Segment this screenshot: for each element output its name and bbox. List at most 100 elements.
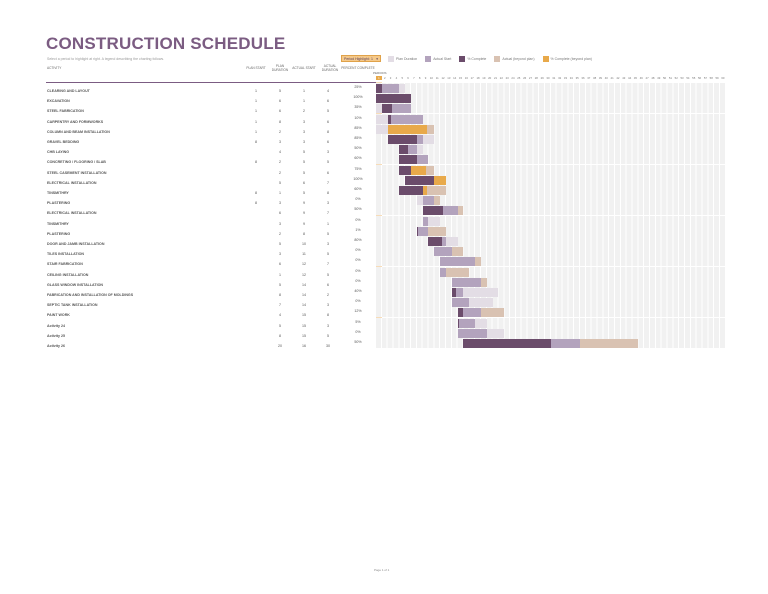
plan-duration-cell[interactable]: 8 xyxy=(279,119,281,124)
percent-complete-cell[interactable]: 85% xyxy=(354,125,362,130)
period-number[interactable]: 13 xyxy=(447,76,451,80)
actual-start-cell[interactable]: 5 xyxy=(303,150,305,155)
actual-start-cell[interactable]: 14 xyxy=(302,293,306,297)
plan-duration-cell[interactable]: 5 xyxy=(279,282,281,287)
period-number[interactable]: 52 xyxy=(674,76,678,80)
plan-duration-cell[interactable]: 8 xyxy=(279,293,281,297)
period-number[interactable]: 19 xyxy=(482,76,486,80)
plan-duration-cell[interactable]: 2 xyxy=(279,160,281,165)
actual-start-cell[interactable]: 12 xyxy=(302,262,306,267)
percent-complete-cell[interactable]: 25% xyxy=(354,85,362,89)
actual-start-cell[interactable]: 3 xyxy=(303,119,305,124)
actual-duration-cell[interactable]: 7 xyxy=(327,262,329,267)
percent-complete-cell[interactable]: 0% xyxy=(355,248,361,253)
percent-complete-cell[interactable]: 85% xyxy=(354,136,362,140)
period-number[interactable]: 29 xyxy=(540,76,544,80)
actual-start-cell[interactable]: 2 xyxy=(303,109,305,114)
percent-complete-cell[interactable]: 100% xyxy=(353,176,363,181)
actual-duration-cell[interactable]: 3 xyxy=(327,150,329,155)
actual-duration-cell[interactable]: 5 xyxy=(327,252,329,257)
actual-duration-cell[interactable]: 4 xyxy=(327,89,329,93)
period-number[interactable]: 1 xyxy=(376,76,382,80)
plan-start-cell[interactable]: 8 xyxy=(255,140,257,144)
period-number[interactable]: 5 xyxy=(401,76,403,80)
actual-duration-cell[interactable]: 5 xyxy=(327,231,329,236)
plan-duration-cell[interactable]: 2 xyxy=(279,170,281,175)
period-number[interactable]: 36 xyxy=(581,76,585,80)
percent-complete-cell[interactable]: 12% xyxy=(354,309,362,314)
actual-duration-cell[interactable]: 5 xyxy=(327,160,329,165)
plan-duration-cell[interactable]: 20 xyxy=(278,344,282,348)
actual-start-cell[interactable]: 5 xyxy=(303,160,305,165)
period-number[interactable]: 33 xyxy=(563,76,568,80)
actual-duration-cell[interactable]: 5 xyxy=(327,272,329,277)
actual-duration-cell[interactable]: 8 xyxy=(327,191,329,195)
period-number[interactable]: 37 xyxy=(587,76,591,80)
period-number[interactable]: 38 xyxy=(593,76,597,80)
percent-complete-cell[interactable]: 10% xyxy=(354,115,362,120)
period-number[interactable]: 40 xyxy=(604,76,608,80)
period-number[interactable]: 4 xyxy=(395,76,398,80)
actual-duration-cell[interactable]: 5 xyxy=(327,109,329,114)
period-number[interactable]: 53 xyxy=(680,76,684,80)
actual-start-cell[interactable]: 9 xyxy=(303,221,305,226)
percent-complete-cell[interactable]: 0% xyxy=(355,258,361,263)
percent-complete-cell[interactable]: 80% xyxy=(354,238,362,242)
percent-complete-cell[interactable]: 0% xyxy=(355,197,361,202)
period-number[interactable]: 12 xyxy=(441,76,445,80)
plan-duration-cell[interactable]: 8 xyxy=(279,333,281,338)
plan-duration-cell[interactable]: 2 xyxy=(279,231,281,236)
actual-duration-cell[interactable]: 8 xyxy=(327,129,329,134)
actual-duration-cell[interactable]: 6 xyxy=(327,170,329,175)
period-number[interactable]: 15 xyxy=(458,76,463,80)
plan-duration-cell[interactable]: 6 xyxy=(279,99,281,104)
period-number[interactable]: 58 xyxy=(709,76,713,80)
actual-start-cell[interactable]: 10 xyxy=(302,242,306,246)
actual-duration-cell[interactable]: 3 xyxy=(327,323,329,328)
period-number[interactable]: 26 xyxy=(523,76,527,80)
period-number[interactable]: 60 xyxy=(721,76,725,80)
period-number[interactable]: 18 xyxy=(476,76,480,80)
actual-duration-cell[interactable]: 30 xyxy=(326,344,330,348)
period-number[interactable]: 34 xyxy=(569,76,573,80)
period-number[interactable]: 44 xyxy=(628,76,632,80)
period-number[interactable]: 24 xyxy=(511,76,515,80)
plan-duration-cell[interactable]: 6 xyxy=(279,109,281,114)
percent-complete-cell[interactable]: 75% xyxy=(354,166,362,171)
period-number[interactable]: 54 xyxy=(686,76,690,80)
percent-complete-cell[interactable]: 50% xyxy=(354,207,362,212)
actual-start-cell[interactable]: 14 xyxy=(302,282,306,287)
period-number[interactable]: 45 xyxy=(633,76,637,80)
actual-start-cell[interactable]: 9 xyxy=(303,201,305,206)
period-number[interactable]: 32 xyxy=(558,76,562,80)
plan-duration-cell[interactable]: 3 xyxy=(279,252,281,257)
actual-start-cell[interactable]: 1 xyxy=(303,99,305,104)
period-number[interactable]: 21 xyxy=(493,76,498,80)
percent-complete-cell[interactable]: 1% xyxy=(355,227,361,232)
actual-start-cell[interactable]: 1 xyxy=(303,89,305,93)
period-number[interactable]: 9 xyxy=(424,76,427,80)
actual-duration-cell[interactable]: 6 xyxy=(327,282,329,287)
plan-duration-cell[interactable]: 5 xyxy=(279,89,281,93)
actual-duration-cell[interactable]: 3 xyxy=(327,242,329,246)
plan-start-cell[interactable]: 1 xyxy=(255,109,257,114)
plan-duration-cell[interactable]: 4 xyxy=(279,150,281,155)
period-number[interactable]: 59 xyxy=(715,76,719,80)
percent-complete-cell[interactable]: 5% xyxy=(355,319,361,324)
actual-duration-cell[interactable]: 6 xyxy=(327,99,329,104)
percent-complete-cell[interactable]: 100% xyxy=(353,95,363,100)
period-number[interactable]: 39 xyxy=(598,76,602,80)
period-number[interactable]: 30 xyxy=(546,76,550,80)
plan-duration-cell[interactable]: 3 xyxy=(279,201,281,206)
plan-start-cell[interactable]: 1 xyxy=(255,89,257,93)
actual-duration-cell[interactable]: 5 xyxy=(327,333,329,338)
plan-duration-cell[interactable]: 7 xyxy=(279,303,281,308)
plan-duration-cell[interactable]: 1 xyxy=(279,272,281,277)
actual-duration-cell[interactable]: 7 xyxy=(327,180,329,185)
plan-duration-cell[interactable]: 6 xyxy=(279,211,281,216)
actual-start-cell[interactable]: 15 xyxy=(302,313,306,318)
percent-complete-cell[interactable]: 40% xyxy=(354,289,362,293)
plan-duration-cell[interactable]: 5 xyxy=(279,180,281,185)
period-number[interactable]: 10 xyxy=(429,76,433,80)
period-highlight-select[interactable]: Period Highlight: 1 ▾ xyxy=(341,55,381,62)
